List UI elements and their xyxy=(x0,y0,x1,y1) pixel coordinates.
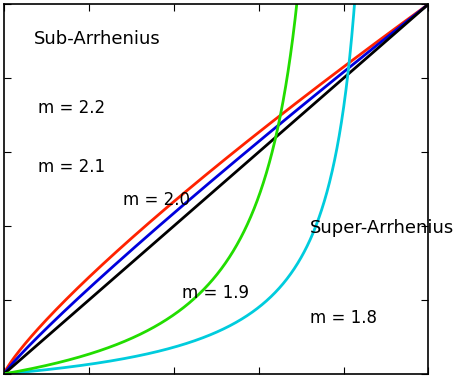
Text: m = 2.2: m = 2.2 xyxy=(38,99,105,117)
Text: Sub-Arrhenius: Sub-Arrhenius xyxy=(34,30,161,48)
Text: m = 2.1: m = 2.1 xyxy=(38,158,105,176)
Text: Super-Arrhenius: Super-Arrhenius xyxy=(310,218,454,237)
Text: m = 1.8: m = 1.8 xyxy=(310,309,377,327)
Text: m = 2.0: m = 2.0 xyxy=(123,191,190,209)
Text: m = 1.9: m = 1.9 xyxy=(182,284,249,302)
